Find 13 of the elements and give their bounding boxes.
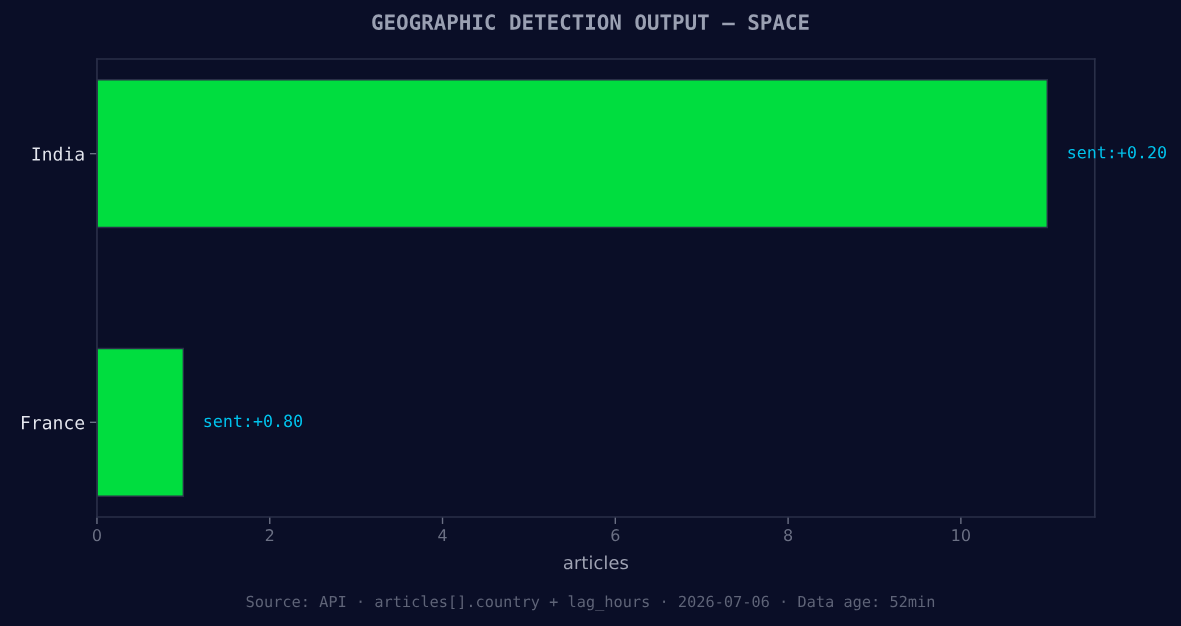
y-tick-label: France xyxy=(21,416,85,430)
y-tick-label: India xyxy=(32,146,84,161)
annotation: sent:+0.80 xyxy=(204,414,303,428)
chart-title: GEOGRAPHIC DETECTION OUTPUT — SPACE xyxy=(372,14,809,31)
annotation: sent:+0.20 xyxy=(1068,145,1166,159)
x-tick-label: 6 xyxy=(611,529,620,542)
x-tick-label: 10 xyxy=(952,529,970,542)
source-note: Source: API · articles[].country + lag_hours · 2026-07-06 · Data age: 52min xyxy=(246,595,935,611)
x-tick-label: 0 xyxy=(92,529,101,542)
x-axis-title: articles xyxy=(563,555,629,570)
x-tick-label: 2 xyxy=(265,529,274,541)
x-tick-label: 8 xyxy=(784,529,793,542)
x-tick-label: 4 xyxy=(438,529,447,541)
